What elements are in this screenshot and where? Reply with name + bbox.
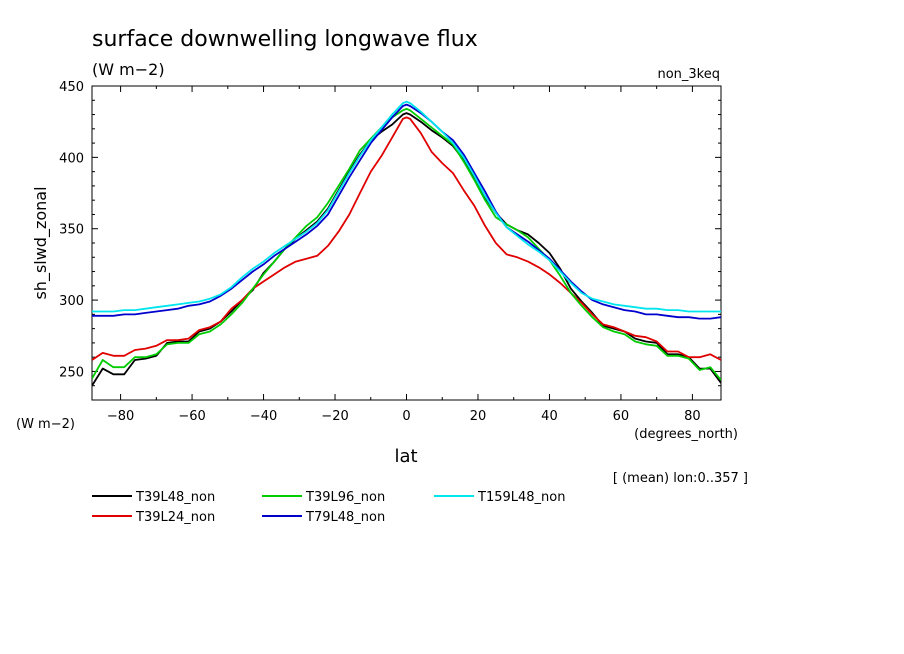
series-line-T39L96_non xyxy=(92,107,721,381)
y-axis-label: sh_slwd_zonal xyxy=(31,186,51,299)
chart-subtitle: (W m−2) xyxy=(92,60,165,79)
series-line-T39L48_non xyxy=(92,112,721,387)
legend: T39L48_non T39L24_non T39L96_non T79L48_non… xyxy=(92,490,565,525)
y-tick-label: 350 xyxy=(59,223,84,238)
plot-frame xyxy=(91,85,722,401)
x-axis: −80 −60 −40 −20 0 20 40 60 80 xyxy=(107,86,701,424)
x-tick-label: −40 xyxy=(250,409,277,424)
x-tick-label: 40 xyxy=(541,409,558,424)
x-axis-label: lat xyxy=(394,446,417,467)
y-axis: 250 300 350 400 450 xyxy=(59,80,721,387)
x-tick-label: −60 xyxy=(178,409,205,424)
plot-area: −80 −60 −40 −20 0 20 40 60 80 250 300 350 400 450 xyxy=(59,80,722,424)
x-tick-label: 60 xyxy=(613,409,630,424)
series-line-T159L48_non xyxy=(92,100,721,313)
footnote: [ (mean) lon:0..357 ] xyxy=(613,471,748,486)
series-line-T79L48_non xyxy=(92,103,721,320)
series-lines xyxy=(92,100,721,387)
x-units-label: (degrees_north) xyxy=(634,427,738,442)
y-tick-label: 450 xyxy=(59,80,84,95)
x-tick-label: 80 xyxy=(684,409,701,424)
x-tick-label: −20 xyxy=(321,409,348,424)
legend-label: T159L48_non xyxy=(477,490,565,505)
x-tick-label: −80 xyxy=(107,409,134,424)
x-tick-label: 0 xyxy=(402,409,410,424)
y-tick-label: 300 xyxy=(59,294,84,309)
y-tick-label: 250 xyxy=(59,365,84,380)
legend-label: T79L48_non xyxy=(305,510,385,525)
legend-label: T39L96_non xyxy=(305,490,385,505)
legend-label: T39L24_non xyxy=(135,510,215,525)
y-tick-label: 400 xyxy=(59,151,84,166)
y-units-label: (W m−2) xyxy=(16,417,75,432)
chart-title: surface downwelling longwave flux xyxy=(92,27,478,52)
experiment-label: non_3keq xyxy=(657,67,720,82)
legend-label: T39L48_non xyxy=(135,490,215,505)
x-tick-label: 20 xyxy=(470,409,487,424)
series-line-T39L24_non xyxy=(92,116,721,361)
